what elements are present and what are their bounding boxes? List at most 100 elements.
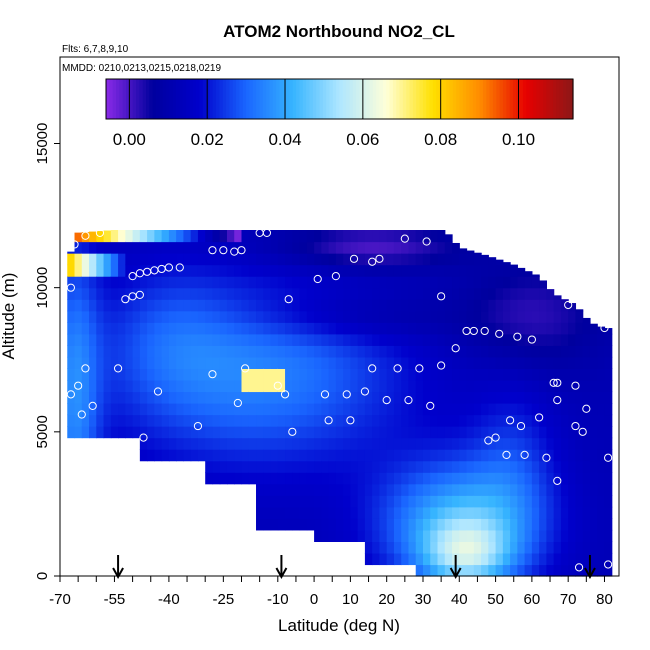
heatmap-cell bbox=[553, 552, 562, 566]
heatmap-cell bbox=[466, 541, 475, 554]
heatmap-cell bbox=[256, 356, 264, 369]
heatmap-cell bbox=[597, 414, 606, 427]
heatmap-cell bbox=[575, 506, 584, 519]
colorbar-swatch bbox=[416, 79, 421, 119]
heatmap-cell bbox=[415, 541, 424, 554]
heatmap-cell bbox=[430, 437, 439, 450]
heatmap-cell bbox=[89, 276, 97, 289]
chart-title: ATOM2 Northbound NO2_CL bbox=[223, 22, 455, 41]
heatmap-cell bbox=[154, 356, 163, 369]
heatmap-cell bbox=[437, 241, 446, 254]
heatmap-cell bbox=[510, 287, 518, 300]
heatmap-cell bbox=[459, 345, 468, 358]
heatmap-cell bbox=[132, 322, 141, 335]
flight-arrows bbox=[112, 555, 596, 580]
heatmap-cell bbox=[234, 345, 243, 358]
observation-point bbox=[66, 390, 75, 399]
heatmap-cell bbox=[248, 356, 257, 369]
heatmap-cell bbox=[256, 426, 264, 439]
heatmap-cell bbox=[524, 322, 533, 335]
colorbar-swatch bbox=[259, 79, 264, 119]
heatmap-cell bbox=[67, 310, 76, 323]
heatmap-cell bbox=[328, 276, 337, 289]
heatmap-cell bbox=[408, 472, 417, 485]
heatmap-cell bbox=[176, 449, 185, 462]
heatmap-cell bbox=[517, 414, 526, 427]
heatmap-cell bbox=[589, 391, 598, 404]
heatmap-cell bbox=[430, 483, 439, 496]
heatmap-cell bbox=[343, 287, 351, 300]
heatmap-cell bbox=[132, 368, 141, 381]
heatmap-cell bbox=[118, 264, 126, 277]
heatmap-cell bbox=[452, 253, 460, 266]
heatmap-cell bbox=[263, 414, 272, 427]
heatmap-cell bbox=[575, 391, 584, 404]
y-axis-label: Altitude (m) bbox=[0, 273, 18, 360]
observation-points bbox=[66, 228, 613, 572]
heatmap-cell bbox=[379, 379, 388, 393]
heatmap-cell bbox=[292, 368, 301, 381]
heatmap-cell bbox=[386, 299, 395, 312]
observation-point bbox=[135, 290, 144, 299]
observation-point bbox=[331, 272, 340, 281]
y-tick-label: 15000 bbox=[34, 123, 51, 165]
heatmap-cell bbox=[81, 356, 90, 369]
heatmap-cell bbox=[292, 403, 301, 416]
heatmap-cell bbox=[125, 403, 134, 416]
heatmap-cell bbox=[168, 276, 177, 289]
heatmap-cell bbox=[96, 333, 105, 346]
heatmap-cell bbox=[256, 437, 264, 450]
heatmap-cell bbox=[408, 287, 417, 300]
heatmap-cell bbox=[379, 426, 388, 439]
heatmap-cell bbox=[459, 552, 468, 566]
heatmap-cell bbox=[452, 403, 460, 416]
heatmap bbox=[67, 230, 613, 577]
heatmap-cell bbox=[437, 253, 446, 266]
heatmap-cell bbox=[212, 299, 221, 312]
heatmap-cell bbox=[226, 322, 235, 335]
heatmap-cell bbox=[183, 264, 192, 277]
heatmap-cell bbox=[306, 426, 315, 439]
x-tick-label: 60 bbox=[524, 591, 541, 608]
heatmap-cell bbox=[256, 333, 264, 346]
heatmap-cell bbox=[248, 322, 257, 335]
x-tick-label: 30 bbox=[415, 591, 432, 608]
heatmap-cell bbox=[176, 253, 185, 266]
heatmap-cell bbox=[568, 322, 577, 335]
heatmap-cell bbox=[89, 287, 97, 300]
heatmap-cell bbox=[379, 345, 388, 358]
heatmap-cell bbox=[96, 322, 105, 335]
observation-point bbox=[469, 326, 478, 336]
heatmap-cell bbox=[234, 379, 243, 393]
heatmap-cell bbox=[321, 460, 330, 473]
heatmap-cell bbox=[597, 356, 606, 369]
heatmap-cell bbox=[147, 403, 155, 416]
heatmap-cell bbox=[226, 379, 235, 393]
heatmap-cell bbox=[350, 264, 359, 277]
heatmap-cell bbox=[285, 379, 293, 393]
heatmap-cell bbox=[132, 230, 141, 243]
heatmap-cell bbox=[488, 333, 497, 346]
heatmap-cell bbox=[459, 356, 468, 369]
heatmap-cell bbox=[205, 299, 214, 312]
heatmap-cell bbox=[328, 299, 337, 312]
x-tick-label: -40 bbox=[158, 591, 180, 608]
colorbar-swatch bbox=[149, 79, 154, 119]
heatmap-cell bbox=[517, 518, 526, 531]
colorbar-swatch bbox=[549, 79, 554, 119]
colorbar-swatch bbox=[216, 79, 221, 119]
heatmap-cell bbox=[430, 541, 439, 554]
x-tick-label: 20 bbox=[378, 591, 395, 608]
heatmap-cell bbox=[197, 345, 206, 358]
heatmap-cell bbox=[248, 391, 257, 404]
heatmap-cell bbox=[495, 356, 504, 369]
heatmap-cell bbox=[350, 253, 359, 266]
heatmap-cell bbox=[103, 299, 112, 312]
heatmap-cell bbox=[67, 253, 76, 266]
heatmap-cell bbox=[270, 368, 279, 381]
heatmap-cell bbox=[256, 495, 264, 508]
heatmap-cell bbox=[270, 264, 279, 277]
heatmap-cell bbox=[219, 391, 228, 404]
heatmap-cell bbox=[604, 403, 613, 416]
heatmap-cell bbox=[277, 506, 286, 519]
